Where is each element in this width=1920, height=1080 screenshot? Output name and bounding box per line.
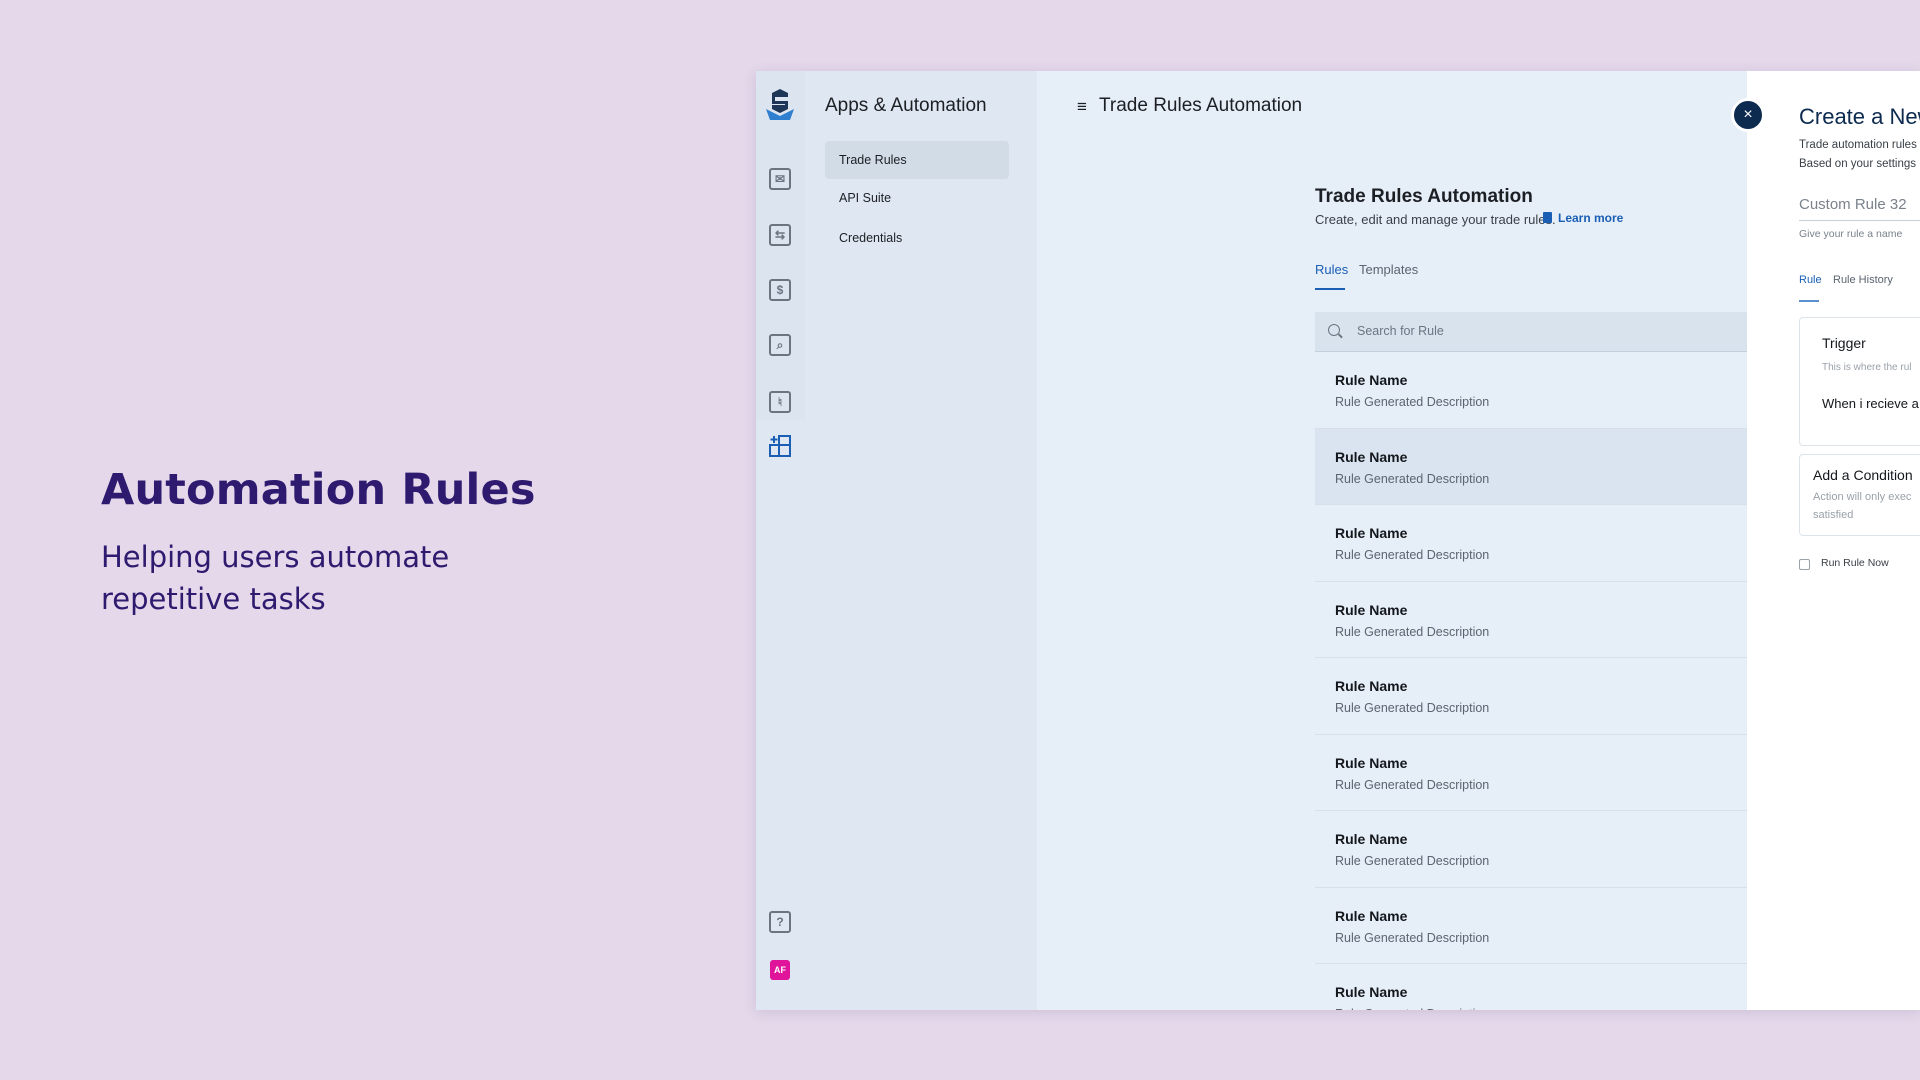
input-underline <box>1799 220 1920 221</box>
rule-name: Rule Name <box>1335 831 1408 847</box>
rule-row[interactable]: Rule Name Rule Generated Description <box>1315 582 1747 658</box>
run-rule-now-checkbox[interactable] <box>1799 559 1810 570</box>
section-title: Trade Rules Automation <box>1315 186 1533 207</box>
page-title: Trade Rules Automation <box>1099 95 1303 116</box>
trigger-card[interactable]: Trigger This is where the rul When i rec… <box>1799 317 1920 446</box>
avatar[interactable]: AF <box>770 960 790 980</box>
hero-subtitle: Helping users automate repetitive tasks <box>101 540 450 616</box>
rule-row[interactable]: Rule Name Rule Generated Description <box>1315 811 1747 888</box>
active-tab-indicator <box>1315 288 1345 290</box>
active-tab-indicator <box>1799 300 1819 302</box>
rule-name: Rule Name <box>1335 754 1408 771</box>
close-icon: × <box>1743 106 1753 123</box>
learn-more-link[interactable]: Learn more <box>1543 211 1623 225</box>
nav-title: Apps & Automation <box>825 95 987 116</box>
tab-templates[interactable]: Templates <box>1359 262 1419 277</box>
secondary-nav: Apps & Automation Trade Rules API Suite … <box>805 71 1037 1010</box>
rule-description: Rule Generated Description <box>1335 854 1490 868</box>
trigger-title: Trigger <box>1822 335 1866 351</box>
rule-row[interactable]: Rule Name Rule Generated Description <box>1315 888 1747 964</box>
book-icon <box>1543 212 1552 223</box>
rule-row[interactable]: Rule Name Rule Generated Description <box>1315 428 1747 505</box>
condition-description: Action will only exec satisfied <box>1813 488 1911 524</box>
tab-rule[interactable]: Rule <box>1799 274 1822 286</box>
trigger-description: This is where the rul <box>1822 362 1912 373</box>
billing-icon[interactable]: $ <box>769 279 791 301</box>
rule-description: Rule Generated Description <box>1335 1007 1747 1010</box>
hero-title: Automation Rules <box>101 465 536 515</box>
menu-icon[interactable]: ≡ <box>1077 97 1087 116</box>
rule-description: Rule Generated Description <box>1335 701 1490 715</box>
search-placeholder: Search for Rule <box>1357 324 1444 338</box>
panel-title: Create a New <box>1799 104 1920 129</box>
close-button[interactable]: × <box>1731 98 1765 132</box>
main-content: ≡ Trade Rules Automation Trade Rules Aut… <box>1037 71 1747 1010</box>
nav-item-trade-rules[interactable]: Trade Rules <box>825 141 1009 179</box>
nav-item-api-suite[interactable]: API Suite <box>839 191 892 205</box>
rule-name-input[interactable]: Custom Rule 32 <box>1799 196 1907 213</box>
rule-description: Rule Generated Description <box>1335 777 1490 792</box>
transfer-icon[interactable]: ⇆ <box>769 224 791 246</box>
logo-icon <box>766 89 794 120</box>
condition-desc-line: satisfied <box>1813 509 1854 521</box>
rule-description: Rule Generated Description <box>1335 395 1490 409</box>
inbox-icon[interactable]: ✉ <box>769 168 791 190</box>
rule-description: Rule Generated Description <box>1335 471 1490 486</box>
rule-name: Rule Name <box>1335 525 1408 541</box>
rule-name: Rule Name <box>1335 678 1408 694</box>
panel-desc-line: Based on your settings <box>1799 158 1916 170</box>
rule-description: Rule Generated Description <box>1335 930 1490 945</box>
icon-rail: ✉ ⇆ $ ⌕ ♮ ? AF <box>756 71 805 1010</box>
rule-name: Rule Name <box>1335 448 1408 465</box>
rule-name: Rule Name <box>1335 907 1408 924</box>
tab-rules[interactable]: Rules <box>1315 262 1349 277</box>
add-condition-card[interactable]: Add a Condition Action will only exec sat… <box>1799 454 1920 536</box>
rule-name: Rule Name <box>1335 372 1408 388</box>
rule-name-hint: Give your rule a name <box>1799 228 1903 240</box>
condition-title: Add a Condition <box>1813 467 1913 483</box>
rule-list: Rule Name Rule Generated Description Rule … <box>1315 352 1747 1010</box>
settings-sliders-icon[interactable]: ♮ <box>769 391 791 413</box>
run-rule-now-label: Run Rule Now <box>1821 557 1889 569</box>
create-rule-panel: Create a New Trade automation rules Based… <box>1747 71 1920 1010</box>
rule-row[interactable]: Rule Name Rule Generated Description <box>1315 658 1747 735</box>
search-doc-icon[interactable]: ⌕ <box>769 334 791 356</box>
help-icon[interactable]: ? <box>769 911 791 933</box>
tab-rule-history[interactable]: Rule History <box>1833 274 1893 286</box>
panel-desc-line: Trade automation rules <box>1799 139 1917 151</box>
panel-description: Trade automation rules Based on your sett… <box>1799 136 1917 174</box>
condition-desc-line: Action will only exec <box>1813 491 1912 503</box>
trigger-text: When i recieve a <box>1822 396 1919 411</box>
search-input[interactable]: Search for Rule <box>1315 312 1747 352</box>
learn-more-label: Learn more <box>1558 211 1624 225</box>
rule-row[interactable]: Rule Name Rule Generated Description <box>1315 735 1747 811</box>
rule-name: Rule Name <box>1335 601 1408 618</box>
rule-row[interactable]: Rule Name Rule Generated Description <box>1315 352 1747 429</box>
rule-name: Rule Name <box>1335 984 1408 1000</box>
nav-item-credentials[interactable]: Credentials <box>839 231 903 245</box>
section-subtitle: Create, edit and manage your trade rules… <box>1315 212 1556 227</box>
apps-add-icon[interactable] <box>769 435 791 457</box>
rule-row[interactable]: Rule Name Rule Generated Description <box>1315 505 1747 582</box>
rule-description: Rule Generated Description <box>1335 548 1490 562</box>
rule-description: Rule Generated Description <box>1335 624 1490 639</box>
search-icon <box>1328 324 1340 336</box>
app-window: ✉ ⇆ $ ⌕ ♮ ? AF Apps & Automation Trade R… <box>756 71 1920 1010</box>
rule-row[interactable]: Rule Name Rule Generated Description <box>1315 964 1747 1010</box>
